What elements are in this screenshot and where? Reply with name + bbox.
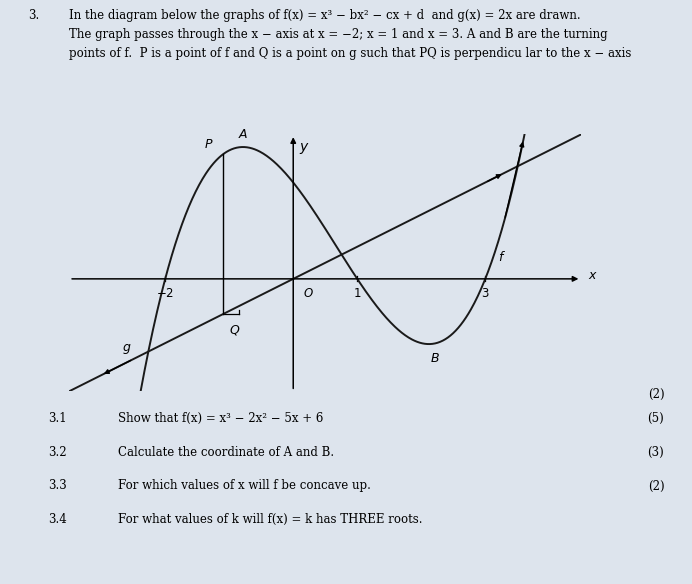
Text: $A$: $A$: [238, 127, 248, 141]
Text: (2): (2): [648, 479, 664, 492]
Text: $g$: $g$: [122, 342, 131, 356]
Text: 3.1: 3.1: [48, 412, 67, 425]
Text: 3.3: 3.3: [48, 479, 67, 492]
Text: The graph passes through the x − axis at x = −2; x = 1 and x = 3. A and B are th: The graph passes through the x − axis at…: [69, 28, 608, 41]
Text: 3.: 3.: [28, 9, 39, 22]
Text: $Q$: $Q$: [229, 323, 241, 337]
Text: 3.4: 3.4: [48, 513, 67, 526]
Text: $-2$: $-2$: [156, 287, 174, 300]
Text: In the diagram below the graphs of f(x) = x³ − bx² − cx + d  and g(x) = 2x are d: In the diagram below the graphs of f(x) …: [69, 9, 581, 22]
Text: $1$: $1$: [353, 287, 361, 300]
Text: Show that f(x) = x³ − 2x² − 5x + 6: Show that f(x) = x³ − 2x² − 5x + 6: [118, 412, 323, 425]
Text: (3): (3): [648, 446, 664, 458]
Text: For which values of x will f be concave up.: For which values of x will f be concave …: [118, 479, 370, 492]
Text: $x$: $x$: [588, 269, 597, 282]
Text: $O$: $O$: [303, 287, 313, 300]
Text: (5): (5): [648, 412, 664, 425]
Text: $P$: $P$: [203, 138, 213, 151]
Text: points of f.  P is a point of f and Q is a point on g such that PQ is perpendicu: points of f. P is a point of f and Q is …: [69, 47, 632, 60]
Text: Calculate the coordinate of A and B.: Calculate the coordinate of A and B.: [118, 446, 334, 458]
Text: $3$: $3$: [481, 287, 489, 300]
Text: 3.2: 3.2: [48, 446, 67, 458]
Text: $y$: $y$: [300, 141, 310, 156]
Text: For what values of k will f(x) = k has THREE roots.: For what values of k will f(x) = k has T…: [118, 513, 422, 526]
Text: $f$: $f$: [498, 250, 506, 264]
Text: (2): (2): [648, 388, 664, 401]
Text: $B$: $B$: [430, 352, 440, 365]
